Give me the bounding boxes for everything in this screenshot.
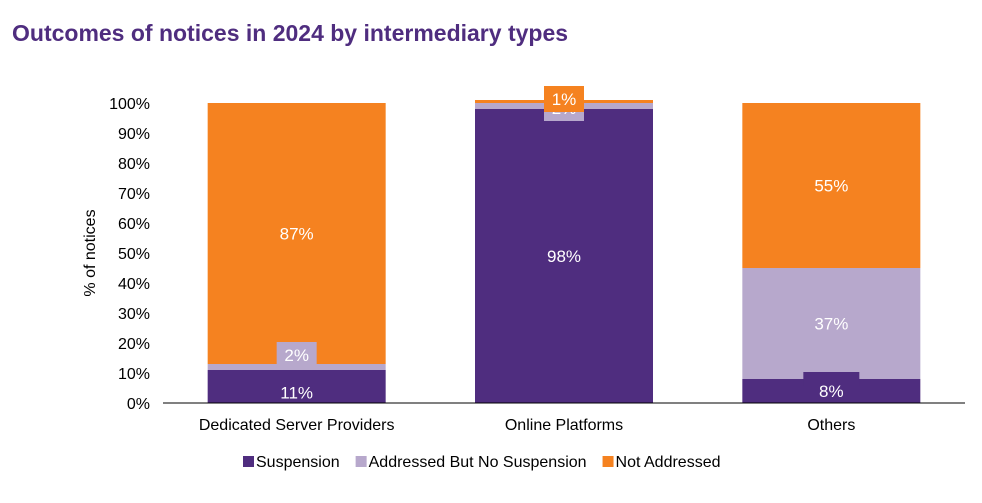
data-label: 8% [819, 382, 844, 401]
y-tick-label: 70% [118, 186, 150, 203]
y-tick-label: 30% [118, 306, 150, 323]
data-label: 11% [280, 384, 313, 403]
x-category-label: Dedicated Server Providers [199, 417, 395, 434]
data-label: 55% [814, 177, 848, 196]
bar-segment-addressed-but-no-suspension [742, 268, 921, 379]
legend-label: Suspension [256, 454, 340, 471]
x-category-label: Online Platforms [505, 417, 623, 434]
y-axis-label: % of notices [82, 209, 99, 296]
x-category-label: Others [807, 417, 855, 434]
y-tick-label: 80% [118, 156, 150, 173]
data-label-box [803, 372, 860, 386]
legend-item: Not Addressed [602, 454, 721, 471]
y-tick-label: 10% [118, 366, 150, 383]
y-tick-label: 0% [127, 396, 150, 413]
data-label: 98% [547, 247, 581, 266]
data-label-box [276, 342, 317, 368]
legend-item: Addressed But No Suspension [355, 454, 587, 471]
data-label: 1% [552, 90, 577, 109]
bar-segment-not-addressed [742, 103, 921, 268]
legend-swatch [602, 456, 614, 467]
y-tick-label: 90% [118, 126, 150, 143]
bar-segment-suspension [207, 370, 386, 403]
y-tick-label: 20% [118, 336, 150, 353]
data-label: 37% [814, 315, 848, 334]
y-tick-label: 60% [118, 216, 150, 233]
legend-label: Addressed But No Suspension [369, 454, 587, 471]
y-tick-label: 100% [109, 96, 150, 113]
legend-label: Not Addressed [616, 454, 721, 471]
y-tick-label: 50% [118, 246, 150, 263]
y-tick-label: 40% [118, 276, 150, 293]
data-label: 2% [284, 346, 309, 365]
legend-item: Suspension [243, 454, 340, 471]
bar-segment-suspension [475, 109, 653, 403]
data-label-box [544, 86, 584, 112]
legend-swatch [355, 456, 367, 467]
data-label: 87% [280, 225, 314, 244]
bar-segment-not-addressed [207, 103, 386, 364]
chart-title: Outcomes of notices in 2024 by intermedi… [12, 20, 569, 46]
legend-swatch [243, 456, 254, 467]
